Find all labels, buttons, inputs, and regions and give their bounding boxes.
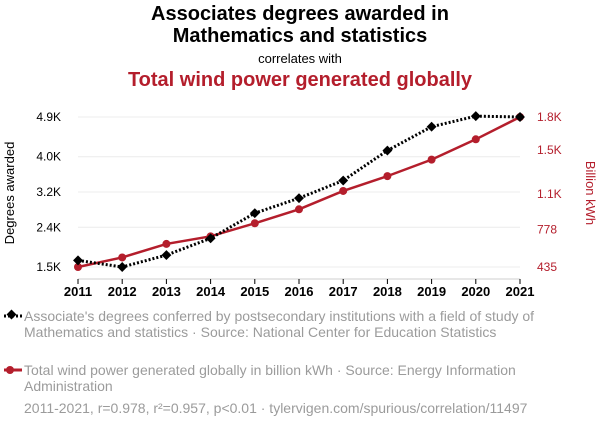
left-tick-label-1: 2.4K — [36, 220, 61, 234]
y-axis-right-title: Billion kWh — [583, 161, 598, 225]
legend-marker-degrees — [4, 309, 22, 320]
series-wind-point-8 — [427, 155, 436, 164]
legend-marker-wind — [4, 366, 22, 374]
left-tick-label-4: 4.9K — [36, 110, 61, 124]
series-degrees-point-10 — [515, 112, 525, 122]
x-tick-label-5: 2016 — [285, 284, 314, 299]
x-tick-label-10: 2021 — [506, 284, 535, 299]
series-wind-point-1 — [118, 253, 127, 262]
series-degrees-point-4 — [249, 208, 260, 219]
series-degrees-point-1 — [117, 262, 128, 272]
y-axis-left-title: Degrees awarded — [2, 142, 17, 245]
chart-title-line1: Associates degrees awarded in — [151, 3, 449, 25]
series-wind-point-9 — [471, 135, 480, 144]
x-tick-label-8: 2019 — [417, 284, 446, 299]
legend-text-degrees: Associate's degrees conferred by postsec… — [24, 308, 535, 340]
right-tick-label-1: 778 — [537, 222, 557, 236]
footer-stats: 2011-2021, r=0.978, r²=0.957, p<0.01 · t… — [24, 400, 528, 416]
x-tick-label-0: 2011 — [64, 284, 92, 299]
series-degrees-point-5 — [294, 193, 304, 204]
x-tick-label-2: 2013 — [152, 284, 181, 299]
series-degrees-point-2 — [161, 250, 172, 261]
chart-svg: 1.5K 2.4K 3.2K 4.0K 4.9K 435 778 1.1K 1.5K 1.8K 20… — [2, 110, 598, 299]
series-degrees-point-3 — [205, 233, 216, 244]
right-tick-label-0: 435 — [537, 260, 557, 274]
chart-title: Associates degrees awarded in Mathematic… — [0, 3, 600, 47]
series-degrees-point-9 — [470, 111, 481, 122]
left-tick-label-0: 1.5K — [36, 260, 61, 274]
left-tick-label-2: 3.2K — [36, 185, 61, 199]
series-wind-point-0 — [74, 263, 82, 271]
right-tick-label-2: 1.1K — [537, 187, 562, 201]
left-tick-label-3: 4.0K — [36, 150, 61, 164]
series-degrees-point-0 — [73, 255, 83, 266]
series-degrees-point-6 — [338, 175, 349, 186]
series-wind-point-5 — [295, 205, 303, 214]
series-wind-point-2 — [162, 239, 171, 248]
x-tick-label-4: 2015 — [240, 284, 269, 299]
series-wind-point-4 — [250, 219, 259, 228]
series-wind-point-7 — [383, 172, 392, 181]
correlates-label: correlates with — [258, 51, 342, 66]
legend-text-wind: Total wind power generated globally in b… — [24, 362, 516, 394]
x-tick-label-7: 2018 — [373, 284, 402, 299]
x-tick-label-6: 2017 — [329, 284, 358, 299]
series-degrees-line — [77, 114, 521, 269]
right-tick-label-4: 1.8K — [537, 110, 562, 124]
x-tick-label-3: 2014 — [196, 284, 226, 299]
right-tick-label-3: 1.5K — [537, 143, 562, 157]
x-tick-label-9: 2020 — [461, 284, 490, 299]
chart-title-secondary: Total wind power generated globally — [127, 69, 473, 91]
series-wind-point-6 — [339, 186, 348, 195]
chart-title-line2: Mathematics and statistics — [172, 25, 428, 47]
x-tick-label-1: 2012 — [108, 284, 137, 299]
series-degrees-point-7 — [382, 145, 393, 156]
